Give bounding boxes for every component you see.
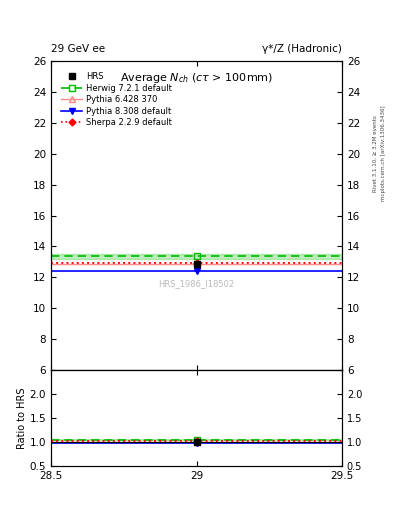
Text: Average $N_{ch}$ ($c\tau$ > 100mm): Average $N_{ch}$ ($c\tau$ > 100mm) (120, 71, 273, 84)
Text: HRS_1986_I18502: HRS_1986_I18502 (158, 279, 235, 288)
Y-axis label: Ratio to HRS: Ratio to HRS (17, 387, 27, 449)
Text: 29 GeV ee: 29 GeV ee (51, 44, 105, 54)
Text: Rivet 3.1.10, ≥ 3.2M events: Rivet 3.1.10, ≥ 3.2M events (373, 115, 378, 192)
Legend: HRS, Herwig 7.2.1 default, Pythia 6.428 370, Pythia 8.308 default, Sherpa 2.2.9 : HRS, Herwig 7.2.1 default, Pythia 6.428 … (58, 69, 176, 131)
Text: mcplots.cern.ch [arXiv:1306.3436]: mcplots.cern.ch [arXiv:1306.3436] (381, 106, 386, 201)
Text: γ*/Z (Hadronic): γ*/Z (Hadronic) (262, 44, 342, 54)
